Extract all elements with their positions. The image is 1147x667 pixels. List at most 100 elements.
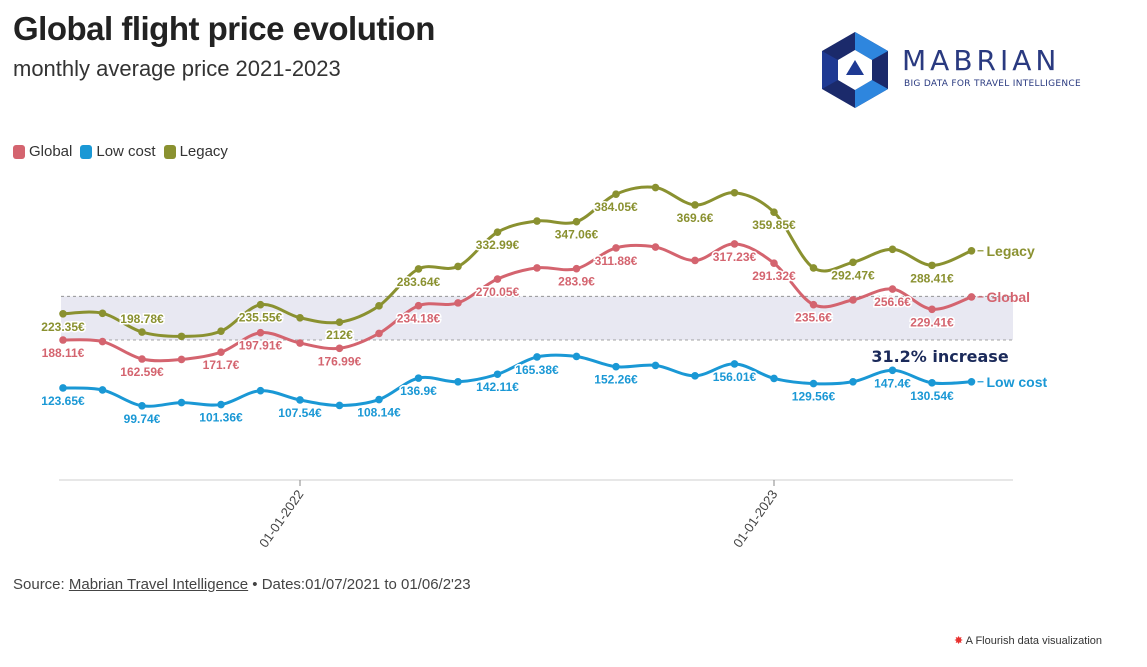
data-point-low-cost bbox=[928, 379, 936, 387]
data-point-low-cost bbox=[414, 374, 423, 382]
data-point-global bbox=[730, 240, 739, 248]
data-label-legacy: 288.41€ bbox=[910, 271, 954, 285]
data-point-global bbox=[572, 264, 581, 273]
end-label-legacy: Legacy bbox=[987, 243, 1035, 259]
data-point-legacy bbox=[256, 300, 265, 309]
data-label-global: 270.05€ bbox=[476, 285, 520, 299]
highlight-band bbox=[61, 296, 1013, 341]
data-label-legacy: 332.99€ bbox=[476, 238, 520, 252]
chart-legend: Global Low cost Legacy bbox=[13, 143, 228, 160]
legend-swatch-legacy bbox=[163, 144, 176, 159]
data-point-low-cost bbox=[454, 377, 462, 386]
legend-label-global: Global bbox=[29, 143, 73, 160]
data-label-legacy: 283.64€ bbox=[397, 275, 441, 289]
data-point-low-cost bbox=[691, 372, 699, 380]
data-point-low-cost bbox=[730, 360, 739, 368]
data-label-low-cost: 108.14€ bbox=[357, 406, 401, 420]
data-label-low-cost: 152.26€ bbox=[594, 373, 638, 387]
source-dates: • Dates:01/07/2021 to 01/06/2'23 bbox=[248, 576, 471, 593]
data-label-legacy: 198.78€ bbox=[120, 312, 164, 326]
data-point-global bbox=[533, 264, 541, 272]
data-point-global bbox=[138, 355, 146, 363]
data-point-legacy bbox=[493, 228, 502, 236]
x-tick-label: 01-01-2023 bbox=[730, 487, 780, 550]
data-point-legacy bbox=[98, 309, 107, 318]
data-point-legacy bbox=[967, 246, 976, 255]
end-label-global: Global bbox=[987, 289, 1031, 305]
data-point-global bbox=[177, 355, 186, 364]
data-point-low-cost bbox=[493, 370, 502, 379]
data-point-low-cost bbox=[177, 398, 186, 407]
data-label-global: 188.11€ bbox=[42, 346, 85, 360]
x-tick-label: 01-01-2022 bbox=[256, 487, 306, 550]
data-point-global bbox=[612, 244, 620, 252]
data-label-low-cost: 123.65€ bbox=[41, 394, 85, 408]
logo-tagline: BIG DATA FOR TRAVEL INTELLIGENCE bbox=[904, 79, 1081, 89]
data-point-legacy bbox=[888, 245, 897, 254]
data-point-legacy bbox=[612, 190, 620, 198]
mabrian-logo: MABRIAN BIG DATA FOR TRAVEL INTELLIGENCE bbox=[820, 30, 1120, 110]
data-point-low-cost bbox=[138, 401, 146, 410]
flourish-text: A Flourish data visualization bbox=[965, 635, 1103, 647]
data-point-global bbox=[691, 256, 699, 265]
data-label-low-cost: 129.56€ bbox=[792, 390, 836, 404]
data-label-global: 162.59€ bbox=[120, 365, 164, 379]
data-point-legacy bbox=[770, 208, 778, 217]
data-point-low-cost bbox=[849, 377, 857, 386]
data-point-global bbox=[809, 300, 818, 309]
data-point-low-cost bbox=[651, 361, 660, 370]
data-point-low-cost bbox=[375, 395, 383, 404]
data-point-low-cost bbox=[612, 362, 620, 371]
legend-item-low-cost[interactable]: Low cost bbox=[80, 143, 156, 160]
data-point-low-cost bbox=[770, 374, 778, 383]
data-label-low-cost: 99.74€ bbox=[124, 412, 161, 426]
data-point-legacy bbox=[572, 217, 581, 226]
data-label-legacy: 359.85€ bbox=[752, 218, 796, 232]
data-label-legacy: 369.6€ bbox=[677, 211, 714, 225]
data-point-legacy bbox=[59, 309, 67, 318]
data-label-low-cost: 156.01€ bbox=[713, 370, 757, 384]
data-point-low-cost bbox=[335, 401, 344, 410]
data-label-global: 171.7€ bbox=[203, 358, 240, 372]
data-point-low-cost bbox=[256, 386, 265, 395]
source-prefix: Source: bbox=[13, 576, 69, 593]
data-point-global bbox=[928, 305, 936, 314]
data-label-global: 256.6€ bbox=[874, 295, 911, 309]
data-point-legacy bbox=[335, 318, 344, 327]
chart-footer: Source: Mabrian Travel Intelligence • Da… bbox=[13, 576, 471, 593]
legend-item-global[interactable]: Global bbox=[13, 143, 72, 160]
data-label-global: 234.18€ bbox=[397, 312, 441, 326]
data-point-legacy bbox=[691, 201, 699, 209]
data-label-low-cost: 136.9€ bbox=[400, 384, 437, 398]
data-label-legacy: 384.05€ bbox=[594, 200, 638, 214]
data-point-global bbox=[454, 299, 462, 307]
data-label-global: 311.88€ bbox=[595, 254, 638, 268]
page-title: Global flight price evolution bbox=[13, 10, 435, 47]
data-point-legacy bbox=[296, 313, 304, 322]
data-point-global bbox=[493, 275, 502, 283]
data-point-global bbox=[414, 301, 423, 310]
data-point-global bbox=[98, 337, 107, 346]
data-point-global bbox=[888, 285, 897, 293]
flourish-credit[interactable]: ✸ A Flourish data visualization bbox=[954, 634, 1102, 647]
data-label-global: 197.91€ bbox=[239, 339, 283, 353]
data-point-legacy bbox=[651, 183, 660, 192]
data-point-legacy bbox=[730, 188, 739, 197]
legend-item-legacy[interactable]: Legacy bbox=[163, 143, 228, 160]
data-point-global bbox=[217, 348, 225, 357]
end-label-low-cost: Low cost bbox=[987, 374, 1048, 390]
annotation-increase: 31.2% increase bbox=[871, 347, 1009, 366]
data-label-global: 283.9€ bbox=[558, 275, 595, 289]
logo-name: MABRIAN bbox=[902, 44, 1061, 77]
data-point-legacy bbox=[928, 261, 936, 270]
data-label-legacy: 212€ bbox=[326, 328, 353, 342]
data-label-global: 317.23€ bbox=[713, 250, 757, 264]
data-point-legacy bbox=[138, 328, 146, 336]
flourish-burst-icon: ✸ bbox=[954, 635, 964, 647]
data-point-global bbox=[967, 293, 976, 301]
data-point-legacy bbox=[375, 302, 383, 310]
source-link[interactable]: Mabrian Travel Intelligence bbox=[68, 576, 249, 593]
data-label-low-cost: 165.38€ bbox=[515, 363, 559, 377]
data-point-global bbox=[849, 296, 857, 304]
